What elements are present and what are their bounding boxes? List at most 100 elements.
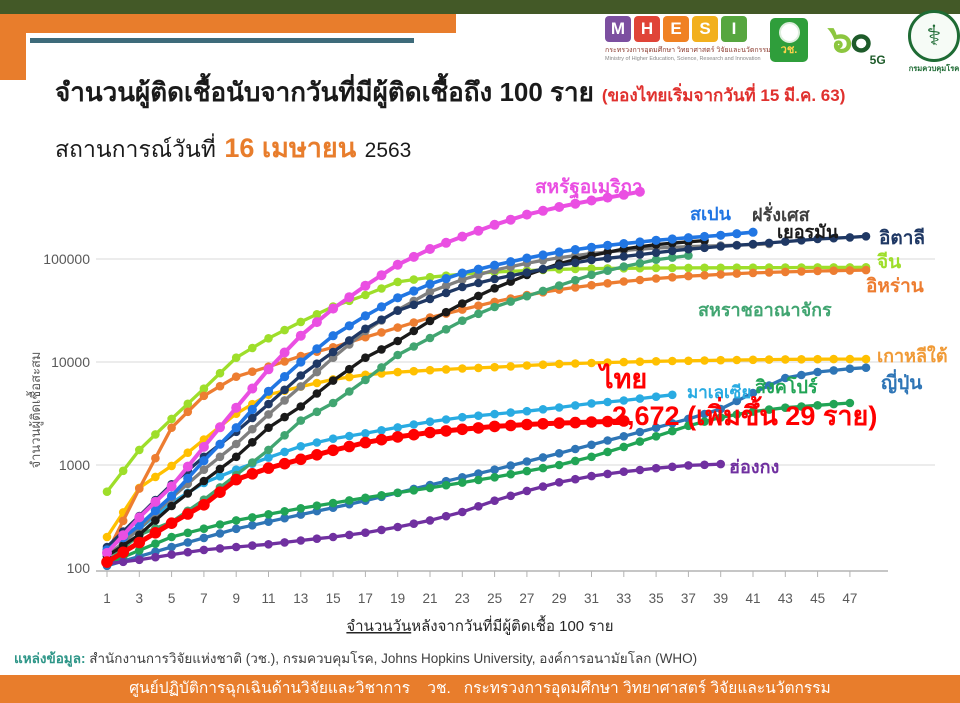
- data-point: [716, 413, 725, 422]
- data-point: [409, 366, 419, 376]
- data-point: [684, 271, 693, 281]
- top-green-bar: [0, 0, 960, 14]
- data-point: [458, 275, 467, 285]
- source-text: สำนักงานการวิจัยแห่งชาติ (วช.), กรมควบคุ…: [89, 651, 698, 666]
- data-point: [248, 438, 257, 447]
- data-point: [797, 355, 806, 364]
- data-point: [619, 277, 629, 286]
- data-point: [393, 336, 403, 346]
- data-point: [425, 483, 435, 493]
- data-point: [441, 325, 451, 334]
- data-point: [521, 209, 532, 220]
- data-point: [296, 536, 306, 545]
- data-point: [441, 281, 451, 291]
- x-tick-label: 9: [232, 591, 240, 606]
- data-point: [538, 482, 548, 491]
- data-point: [587, 264, 596, 273]
- data-point: [135, 530, 144, 540]
- data-point: [764, 238, 774, 248]
- data-point: [472, 422, 485, 434]
- data-point: [716, 242, 725, 251]
- data-point: [490, 409, 499, 419]
- data-point: [279, 347, 290, 358]
- data-point: [393, 323, 403, 332]
- data-point: [587, 358, 596, 368]
- data-point: [651, 463, 661, 473]
- data-point: [328, 376, 338, 385]
- series-label-singapore: สิงคโปร์: [755, 376, 818, 397]
- data-point: [296, 317, 306, 327]
- data-point: [538, 286, 548, 296]
- data-point: [554, 202, 565, 212]
- data-point: [587, 255, 596, 265]
- data-point: [441, 307, 451, 317]
- data-point: [748, 407, 758, 416]
- data-point: [474, 475, 483, 485]
- data-point: [215, 529, 225, 538]
- data-point: [345, 364, 354, 374]
- data-point: [458, 316, 467, 326]
- data-point: [117, 546, 129, 559]
- data-point: [506, 297, 515, 306]
- data-point: [215, 464, 225, 474]
- data-point: [215, 452, 225, 462]
- data-point: [182, 508, 194, 520]
- data-point: [231, 516, 241, 525]
- data-point: [296, 371, 306, 380]
- data-point: [393, 488, 403, 498]
- data-point: [345, 372, 354, 382]
- data-point: [490, 302, 499, 312]
- data-point: [474, 301, 483, 311]
- data-point: [376, 302, 387, 312]
- data-point: [490, 362, 499, 372]
- data-point: [586, 195, 597, 206]
- data-point: [425, 272, 435, 282]
- x-tick-label: 23: [455, 591, 470, 606]
- series-south-korea: [102, 354, 871, 542]
- data-point: [651, 274, 661, 283]
- data-point: [425, 417, 435, 427]
- y-tick-label: 1000: [59, 457, 90, 473]
- data-point: [151, 472, 160, 482]
- data-point: [135, 546, 144, 555]
- x-tick-label: 37: [681, 591, 696, 606]
- data-point: [619, 239, 629, 249]
- data-point: [651, 235, 661, 245]
- data-point: [635, 250, 645, 259]
- series-label-south-korea: เกาหลีใต้: [877, 345, 948, 366]
- data-point: [651, 432, 661, 441]
- data-point: [458, 364, 467, 373]
- data-point: [361, 290, 370, 300]
- data-point: [781, 403, 790, 413]
- data-point: [668, 390, 677, 400]
- data-point: [505, 214, 516, 225]
- data-point: [506, 469, 515, 479]
- y-axis-title: จำนวนผู้ติดเชื้อสะสม: [26, 352, 44, 469]
- data-point: [424, 426, 436, 439]
- data-point: [150, 506, 160, 516]
- data-point: [377, 328, 386, 337]
- series-label-japan: ญี่ปุ่น: [881, 369, 922, 395]
- ddc-caption: กรมควบคุมโรค: [908, 64, 960, 73]
- situation-date: 16 เมษายน: [224, 133, 357, 163]
- data-point: [474, 309, 483, 319]
- data-point: [489, 219, 500, 230]
- data-point: [151, 516, 160, 525]
- data-point: [280, 507, 289, 516]
- data-point: [440, 425, 452, 437]
- data-point: [361, 528, 370, 537]
- data-point: [490, 274, 499, 284]
- x-tick-label: 33: [616, 591, 631, 606]
- data-point: [151, 453, 160, 463]
- data-point: [457, 268, 467, 278]
- data-point: [554, 478, 564, 487]
- data-point: [861, 354, 871, 364]
- situation-prefix: สถานการณ์วันที่: [55, 136, 216, 162]
- data-point: [248, 541, 257, 550]
- data-point: [135, 484, 144, 493]
- data-point: [264, 517, 273, 526]
- data-point: [134, 512, 145, 523]
- data-point: [149, 527, 162, 539]
- data-point: [716, 270, 725, 279]
- data-point: [377, 491, 386, 500]
